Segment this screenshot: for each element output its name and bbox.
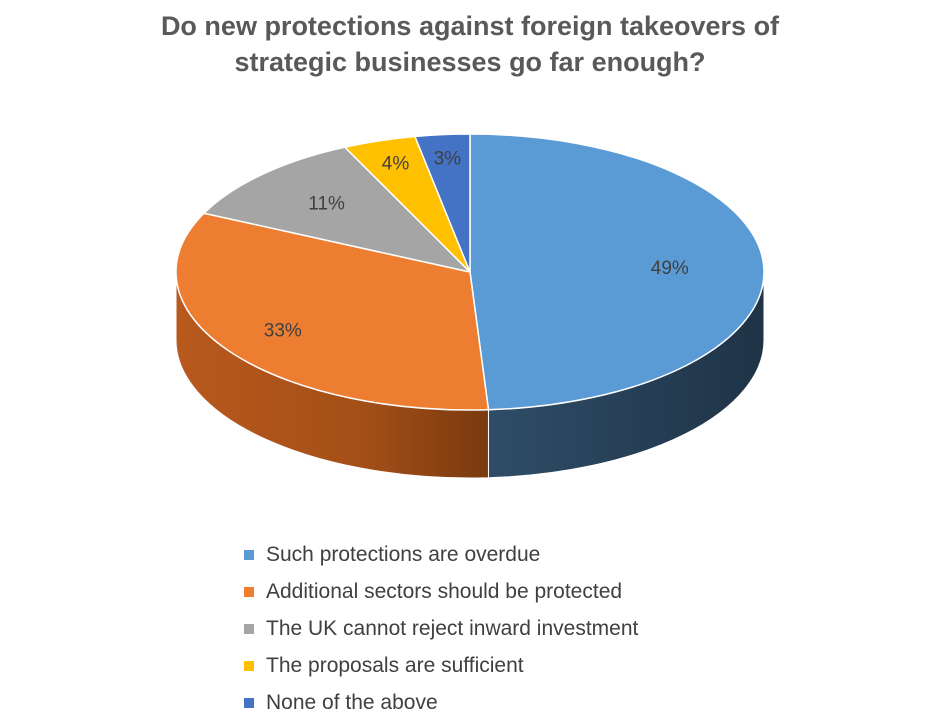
- data-label-1: 33%: [264, 321, 302, 342]
- legend-label: The proposals are sufficient: [266, 653, 524, 677]
- legend-label: The UK cannot reject inward investment: [266, 616, 639, 640]
- data-label-0: 49%: [651, 258, 689, 279]
- legend-label: Such protections are overdue: [266, 542, 541, 566]
- pie-slice-0: [469, 133, 765, 411]
- chart-title-line-1: Do new protections against foreign takeo…: [160, 11, 780, 41]
- pie-slice-2: [203, 146, 471, 273]
- pie-slices: [175, 133, 765, 411]
- legend: Such protections are overdue Additional …: [244, 536, 638, 721]
- legend-item: Such protections are overdue: [244, 536, 638, 573]
- legend-label: None of the above: [266, 690, 438, 714]
- legend-swatch: [244, 623, 254, 634]
- pie-slice-1: [175, 212, 490, 411]
- legend-label: Additional sectors should be protected: [266, 579, 623, 603]
- legend-swatch: [244, 586, 254, 597]
- pie-slice-4: [414, 133, 471, 273]
- pie-data-labels: 49% 33% 11% 4% 3%: [264, 148, 689, 341]
- chart-title-line-2: strategic businesses go far enough?: [234, 47, 706, 77]
- data-label-3: 4%: [382, 153, 410, 174]
- legend-item: Additional sectors should be protected: [244, 573, 638, 610]
- legend-item: The UK cannot reject inward investment: [244, 610, 638, 647]
- data-label-2: 11%: [308, 194, 345, 215]
- chart-title: Do new protections against foreign takeo…: [0, 8, 940, 80]
- legend-item: The proposals are sufficient: [244, 647, 638, 684]
- data-label-4: 3%: [434, 148, 462, 169]
- legend-swatch: [244, 697, 254, 708]
- legend-swatch: [244, 549, 254, 560]
- legend-swatch: [244, 660, 254, 671]
- legend-item: None of the above: [244, 684, 638, 721]
